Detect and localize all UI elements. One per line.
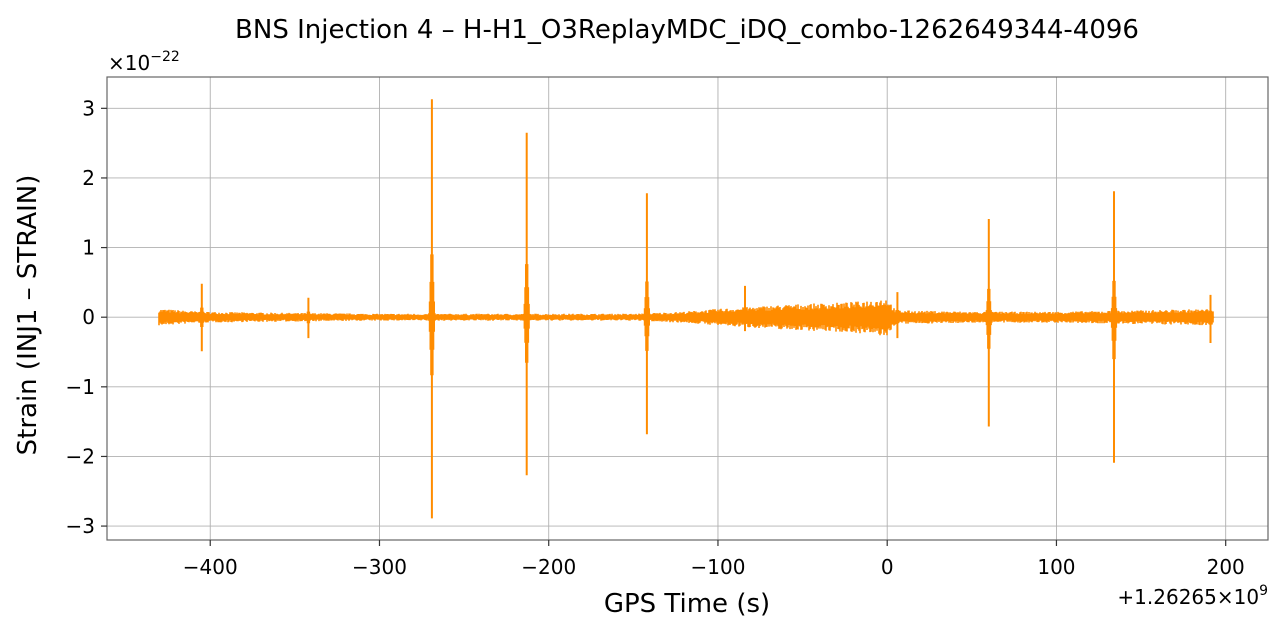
glitch-spike [893,292,902,339]
y-tick-label: −2 [66,444,95,468]
glitch-spike [985,219,993,427]
strain-noise-band [158,300,1214,336]
x-tick-label: −100 [690,555,745,579]
y-tick-label: −1 [66,375,95,399]
x-tick-label: −200 [521,555,576,579]
y-axis: −3 −2 −1 0 1 2 3 [66,96,107,538]
x-tick-label: 0 [881,555,894,579]
x-axis-label: GPS Time (s) [604,589,770,619]
glitch-spike [741,285,749,332]
x-tick-label: −400 [183,555,238,579]
glitch-spike [1206,294,1215,343]
y-tick-label: −3 [66,514,95,538]
glitch-spike [643,193,651,435]
y-axis-label: Strain (INJ1 – STRAIN) [13,175,43,456]
chart-title: BNS Injection 4 – H-H1_O3ReplayMDC_iDQ_c… [235,15,1139,45]
y-tick-label: 3 [82,96,95,120]
x-axis: −400 −300 −200 −100 0 100 200 [183,540,1245,579]
x-tick-label: 200 [1207,555,1245,579]
glitch-spike [198,283,206,352]
glitch-spike [428,99,436,519]
y-tick-label: 1 [82,236,95,260]
glitch-spike [522,132,531,476]
x-tick-label: −300 [352,555,407,579]
plot-area [158,99,1215,519]
plot-frame [106,76,1269,541]
y-tick-label: 0 [82,305,95,329]
grid [107,77,1268,540]
y-multiplier-label: ×10−22 [108,49,180,75]
glitch-spike [304,297,313,339]
glitch-spike [1110,191,1118,463]
x-tick-label: 100 [1037,555,1075,579]
y-tick-label: 2 [82,166,95,190]
x-offset-label: +1.26265×109 [1117,583,1268,609]
